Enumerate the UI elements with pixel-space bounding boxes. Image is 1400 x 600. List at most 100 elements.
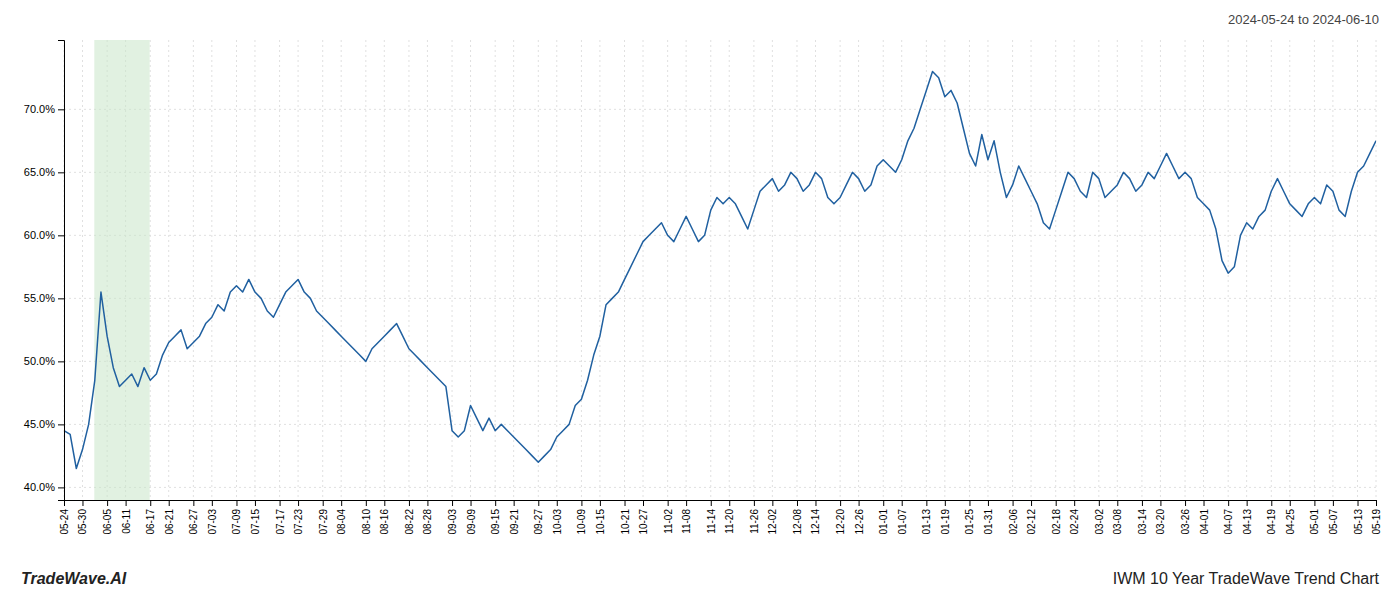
x-tick: 01-19 <box>940 500 951 535</box>
x-tick-mark <box>471 500 472 506</box>
grid-line-x <box>1376 40 1377 500</box>
grid-line-x <box>1031 40 1032 500</box>
grid-line-x <box>1289 40 1290 500</box>
x-tick-label: 10-09 <box>576 509 587 535</box>
x-tick-label: 05-13 <box>1353 509 1364 535</box>
grid-line-x <box>599 40 600 500</box>
x-tick-mark <box>600 500 601 506</box>
x-tick-mark <box>988 500 989 506</box>
x-tick: 08-28 <box>422 500 433 535</box>
grid-line-x <box>1055 40 1056 500</box>
x-tick-mark <box>323 500 324 506</box>
y-tick-label: 60.0% <box>24 229 55 241</box>
x-tick: 08-10 <box>361 500 372 535</box>
plot-area: 40.0%45.0%50.0%55.0%60.0%65.0%70.0%05-24… <box>24 40 1382 535</box>
x-tick-mark <box>625 500 626 506</box>
y-tick: 45.0% <box>24 418 64 430</box>
y-tick-label: 65.0% <box>24 166 55 178</box>
x-tick: 10-15 <box>595 500 606 535</box>
x-tick-mark <box>409 500 410 506</box>
x-tick: 11-20 <box>724 500 735 534</box>
x-axis: 05-2405-3006-0506-1106-1706-2106-2707-03… <box>59 500 1382 535</box>
x-tick-mark <box>495 500 496 506</box>
x-tick-mark <box>1013 500 1014 506</box>
x-tick: 03-20 <box>1155 500 1166 535</box>
y-tick-label: 55.0% <box>24 292 55 304</box>
x-tick-label: 03-02 <box>1094 509 1105 535</box>
x-tick-mark <box>255 500 256 506</box>
x-tick-mark <box>82 500 83 506</box>
grid-line-x <box>901 40 902 500</box>
grid-line-x <box>211 40 212 500</box>
x-tick-mark <box>1074 500 1075 506</box>
grid-line-x <box>643 40 644 500</box>
x-tick: 09-21 <box>509 500 520 535</box>
x-tick-mark <box>643 500 644 506</box>
y-tick: 50.0% <box>24 355 64 367</box>
grid-line-y <box>64 235 1376 236</box>
x-tick: 07-23 <box>293 500 304 535</box>
x-tick: 10-09 <box>576 500 587 535</box>
y-tick: 55.0% <box>24 292 64 304</box>
grid-line-x <box>772 40 773 500</box>
x-tick-mark <box>945 500 946 506</box>
x-axis-line <box>65 501 1377 507</box>
grid-line-y <box>64 424 1376 425</box>
x-tick: 07-09 <box>231 500 242 535</box>
x-tick: 10-27 <box>638 500 649 535</box>
x-tick-label: 12-14 <box>810 509 821 535</box>
x-tick-mark <box>427 500 428 506</box>
grid-line-x <box>538 40 539 500</box>
x-tick-label: 07-23 <box>293 509 304 535</box>
grid-line-x <box>1246 40 1247 500</box>
x-tick: 10-21 <box>620 500 631 535</box>
grid-line-x <box>858 40 859 500</box>
x-tick-label: 08-22 <box>404 509 415 535</box>
x-tick: 04-13 <box>1242 500 1253 535</box>
x-tick-label: 12-08 <box>792 509 803 535</box>
x-tick-label: 12-26 <box>854 509 865 535</box>
x-tick-mark <box>1376 500 1377 506</box>
x-tick: 10-03 <box>552 500 563 535</box>
x-tick: 09-03 <box>447 500 458 535</box>
x-tick: 05-19 <box>1371 500 1382 535</box>
x-tick: 01-01 <box>878 500 889 535</box>
x-tick: 08-16 <box>379 500 390 535</box>
grid-line-x <box>624 40 625 500</box>
x-tick-label: 10-21 <box>620 509 631 535</box>
grid-line-x <box>1314 40 1315 500</box>
x-tick-label: 01-01 <box>878 509 889 535</box>
x-tick-mark <box>1031 500 1032 506</box>
x-tick-label: 01-13 <box>921 509 932 535</box>
x-tick: 12-08 <box>792 500 803 535</box>
grid-line-x <box>193 40 194 500</box>
x-tick-mark <box>902 500 903 506</box>
y-tick-label: 50.0% <box>24 355 55 367</box>
grid-line-x <box>987 40 988 500</box>
y-tick-label: 70.0% <box>24 103 55 115</box>
x-tick-label: 09-21 <box>509 509 520 535</box>
x-tick-mark <box>169 500 170 506</box>
grid-line-x <box>365 40 366 500</box>
x-tick: 02-18 <box>1051 500 1062 535</box>
x-tick-label: 10-15 <box>595 509 606 535</box>
x-tick-mark <box>1314 500 1315 506</box>
x-tick: 04-19 <box>1266 500 1277 535</box>
x-tick-mark <box>1056 500 1057 506</box>
x-tick-mark <box>366 500 367 506</box>
y-tick-label: 45.0% <box>24 418 55 430</box>
x-tick: 12-02 <box>767 500 778 535</box>
x-tick: 09-15 <box>490 500 501 535</box>
x-tick-label: 07-17 <box>275 509 286 535</box>
grid-line-x <box>1332 40 1333 500</box>
x-tick-label: 01-25 <box>964 509 975 535</box>
x-tick: 08-22 <box>404 500 415 535</box>
x-tick-label: 12-20 <box>835 509 846 535</box>
grid-line-x <box>753 40 754 500</box>
grid-line-x <box>686 40 687 500</box>
x-tick: 05-30 <box>77 500 88 535</box>
grid-line-x <box>408 40 409 500</box>
x-tick-label: 02-12 <box>1026 509 1037 535</box>
y-axis-line <box>58 41 65 501</box>
grid-line-x <box>1271 40 1272 500</box>
